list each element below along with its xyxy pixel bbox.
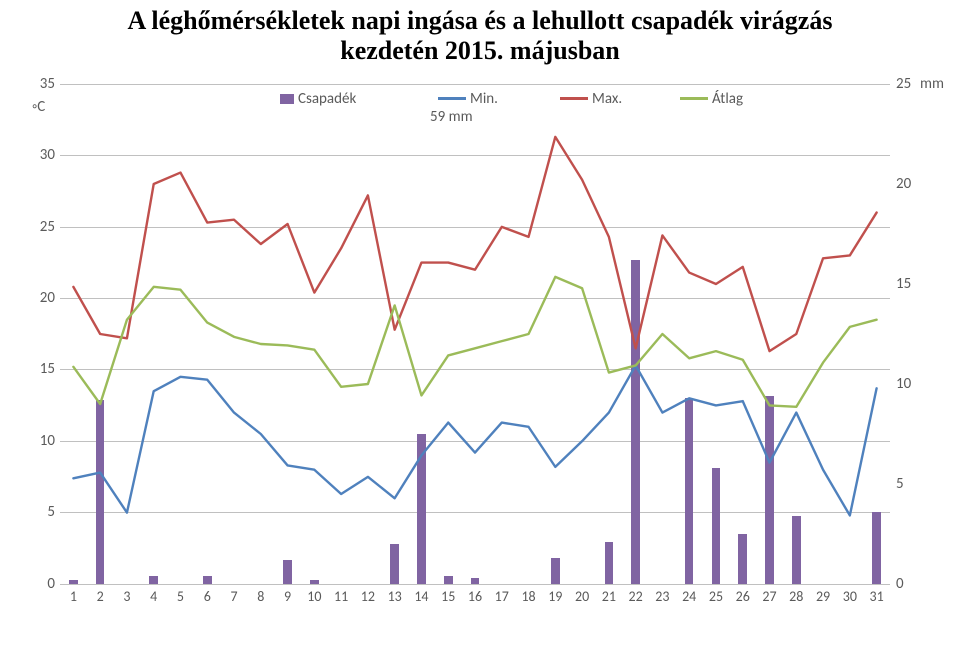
temperature-precip-chart: CsapadékMin.Max.Átlag59 mm 0510152025303… bbox=[20, 74, 940, 614]
y-left-tick: 30 bbox=[20, 146, 55, 164]
x-tick: 27 bbox=[762, 588, 776, 605]
legend-item: Min. bbox=[438, 90, 498, 108]
title-line-2: kezdetén 2015. májusban bbox=[340, 36, 620, 65]
x-tick: 9 bbox=[284, 588, 291, 605]
legend-label: Csapadék bbox=[298, 90, 356, 108]
x-tick: 30 bbox=[843, 588, 857, 605]
y-right-tick: 5 bbox=[896, 475, 936, 493]
x-tick: 31 bbox=[870, 588, 884, 605]
x-tick: 1 bbox=[70, 588, 77, 605]
y-right-unit: mm bbox=[920, 75, 960, 93]
x-tick: 13 bbox=[388, 588, 402, 605]
x-tick: 22 bbox=[629, 588, 643, 605]
y-right-tick: 15 bbox=[896, 275, 936, 293]
x-tick: 17 bbox=[495, 588, 509, 605]
legend-swatch bbox=[560, 97, 588, 100]
avg-line bbox=[73, 277, 876, 407]
x-tick: 28 bbox=[789, 588, 803, 605]
legend-subtitle: 59 mm bbox=[430, 108, 473, 126]
x-tick: 16 bbox=[468, 588, 482, 605]
x-tick: 6 bbox=[204, 588, 211, 605]
x-tick: 12 bbox=[361, 588, 375, 605]
x-tick: 5 bbox=[177, 588, 184, 605]
x-tick: 25 bbox=[709, 588, 723, 605]
x-tick: 2 bbox=[97, 588, 104, 605]
y-left-tick: 25 bbox=[20, 218, 55, 236]
x-tick: 15 bbox=[441, 588, 455, 605]
y-right-tick: 20 bbox=[896, 175, 936, 193]
legend-label: Átlag bbox=[712, 90, 743, 108]
x-tick: 21 bbox=[602, 588, 616, 605]
x-tick: 20 bbox=[575, 588, 589, 605]
y-left-tick: 5 bbox=[20, 503, 55, 521]
x-tick: 8 bbox=[257, 588, 264, 605]
x-tick: 19 bbox=[548, 588, 562, 605]
min-line bbox=[73, 365, 876, 515]
legend-label: Max. bbox=[592, 90, 622, 108]
x-tick: 11 bbox=[334, 588, 348, 605]
y-left-tick: 35 bbox=[20, 75, 55, 93]
legend-swatch bbox=[680, 97, 708, 100]
legend-item: Max. bbox=[560, 90, 622, 108]
x-tick: 7 bbox=[230, 588, 237, 605]
lines-layer bbox=[60, 84, 890, 584]
legend-item: Átlag bbox=[680, 90, 743, 108]
x-tick: 24 bbox=[682, 588, 696, 605]
x-tick: 3 bbox=[123, 588, 130, 605]
y-left-tick: 10 bbox=[20, 432, 55, 450]
gridline bbox=[60, 584, 890, 585]
x-tick: 10 bbox=[307, 588, 321, 605]
x-tick: 14 bbox=[414, 588, 428, 605]
x-tick: 26 bbox=[736, 588, 750, 605]
max-line bbox=[73, 137, 876, 351]
legend-swatch bbox=[438, 97, 466, 100]
legend-swatch bbox=[280, 94, 294, 104]
x-tick: 4 bbox=[150, 588, 157, 605]
y-left-tick: 20 bbox=[20, 289, 55, 307]
title-line-1: A léghőmérsékletek napi ingása és a lehu… bbox=[128, 6, 833, 35]
y-right-tick: 0 bbox=[896, 575, 936, 593]
x-tick: 23 bbox=[655, 588, 669, 605]
legend-item: Csapadék bbox=[280, 90, 356, 108]
y-left-tick: 15 bbox=[20, 360, 55, 378]
y-right-tick: 10 bbox=[896, 375, 936, 393]
legend-label: Min. bbox=[470, 90, 498, 108]
x-tick: 29 bbox=[816, 588, 830, 605]
y-left-tick: 0 bbox=[20, 575, 55, 593]
x-tick: 18 bbox=[521, 588, 535, 605]
y-left-unit: ◦C bbox=[32, 98, 45, 116]
